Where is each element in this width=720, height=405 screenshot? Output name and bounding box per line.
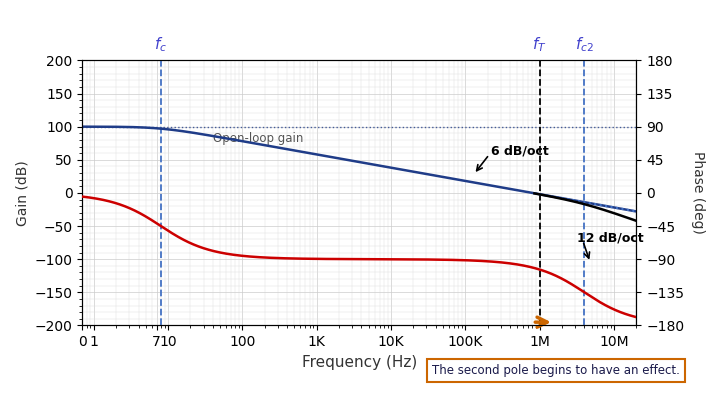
Text: Open-loop gain: Open-loop gain <box>213 132 303 145</box>
Text: $f_c$: $f_c$ <box>154 35 168 54</box>
Text: 6 dB/oct: 6 dB/oct <box>491 145 549 158</box>
Y-axis label: Phase (deg): Phase (deg) <box>691 151 705 234</box>
Text: The second pole begins to have an effect.: The second pole begins to have an effect… <box>432 364 680 377</box>
Text: 12 dB/oct: 12 dB/oct <box>577 232 644 245</box>
Y-axis label: Gain (dB): Gain (dB) <box>15 160 29 226</box>
Text: $f_{c2}$: $f_{c2}$ <box>575 35 594 54</box>
X-axis label: Frequency (Hz): Frequency (Hz) <box>302 355 417 370</box>
Text: $f_T$: $f_T$ <box>532 35 547 54</box>
